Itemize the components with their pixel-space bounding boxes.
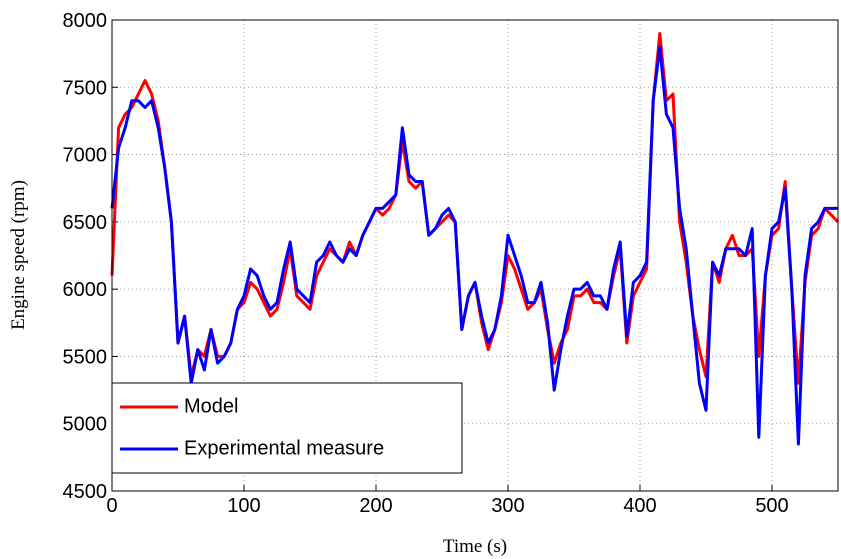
x-tick-label: 200 [359,495,392,517]
y-tick-label: 5000 [63,414,108,436]
legend-label: Model [184,395,238,417]
legend-label: Experimental measure [184,437,384,459]
y-tick-label: 6000 [63,279,108,301]
x-tick-label: 100 [227,495,260,517]
y-tick-label: 7000 [63,145,108,167]
plot-frame [111,19,839,492]
x-tick-label: 0 [106,495,117,517]
x-axis-label: Time (s) [443,536,507,557]
x-tick-label: 500 [755,495,788,517]
y-tick-label: 6500 [63,212,108,234]
legend: Model Experimental measure [111,382,463,474]
x-tick-label: 300 [491,495,524,517]
series-line [110,45,838,446]
y-tick-label: 7500 [63,77,108,99]
y-tick-label: 4500 [63,481,108,503]
x-tick-label: 400 [623,495,656,517]
y-tick-label: 5500 [63,346,108,368]
y-tick-label: 8000 [63,10,108,32]
y-axis-label: Engine speed (rpm) [8,180,29,330]
legend-box [111,382,463,474]
